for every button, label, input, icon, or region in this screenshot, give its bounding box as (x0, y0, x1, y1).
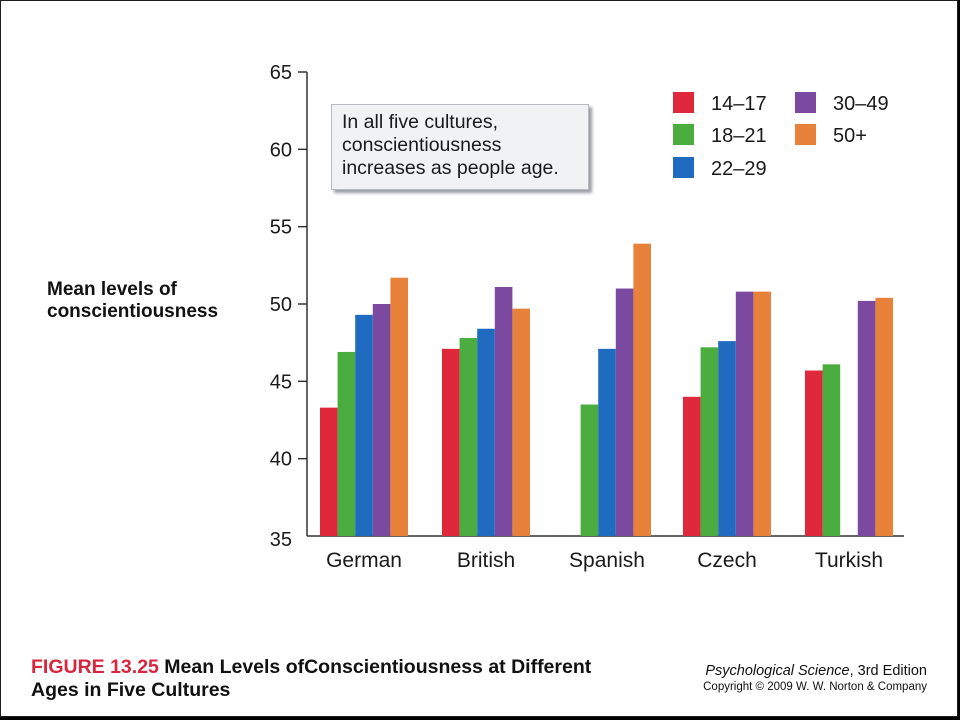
annotation-text: In all five cultures, conscientiousness … (342, 111, 578, 180)
bar-german-2 (337, 351, 356, 536)
legend-swatch (795, 124, 816, 145)
x-tick-label: Turkish (815, 549, 883, 572)
bar-czech-5 (753, 291, 771, 536)
caption-line-2: Ages in Five Cultures (31, 679, 231, 701)
legend: 14–17 18–21 22–29 30–49 50+ (673, 92, 889, 180)
bar-german-5 (390, 277, 408, 536)
x-tick-label: British (457, 549, 515, 572)
legend-swatch (673, 157, 694, 178)
x-tick-label: Spanish (569, 549, 645, 572)
bar-turkish-4 (857, 300, 876, 536)
credit-title: Psychological Science (705, 663, 850, 679)
bar-czech-3 (718, 341, 736, 536)
bar-spanish-4 (615, 288, 634, 536)
y-axis-label: Mean levels of conscientiousness (47, 279, 257, 323)
caption-line-1: FIGURE 13.25 Mean Levels ofConscientious… (31, 656, 671, 679)
bar-german-1 (320, 407, 338, 536)
bar-czech-2 (700, 347, 719, 536)
y-axis-label-line-1: Mean levels of (47, 279, 177, 300)
y-tick-label: 40 (270, 449, 292, 471)
legend-swatch (673, 92, 694, 113)
bar-british-5 (512, 308, 530, 536)
legend-swatch (673, 124, 694, 145)
y-tick-label: 65 (270, 62, 292, 84)
y-axis-label-line-2: conscientiousness (47, 301, 219, 322)
annotation-box: In all five cultures, conscientiousness … (331, 104, 589, 190)
annotation-line-2: conscientiousness (342, 134, 502, 156)
y-tick-label: 60 (270, 139, 292, 161)
bar-spanish-5 (633, 243, 651, 536)
bars: German British Spanish Czech Turkish (320, 243, 893, 572)
legend-label: 18–21 (711, 125, 767, 147)
bar-czech-1 (683, 396, 701, 536)
y-tick-label: 55 (270, 217, 292, 239)
annotation-line-1: In all five cultures, (342, 111, 499, 133)
credit-edition: , 3rd Edition (849, 663, 927, 679)
legend-label: 50+ (833, 125, 867, 147)
bar-german-4 (372, 304, 391, 536)
x-tick-label: Czech (697, 549, 757, 572)
credit-copyright: Copyright © 2009 W. W. Norton & Company (703, 681, 927, 693)
bar-german-3 (355, 314, 373, 536)
figure-caption: FIGURE 13.25 Mean Levels ofConscientious… (31, 656, 671, 702)
bar-british-1 (442, 348, 460, 536)
caption-text-1: Mean Levels ofConscientiousness at Diffe… (158, 656, 592, 678)
legend-label: 30–49 (833, 93, 889, 115)
bar-czech-4 (735, 291, 754, 536)
bar-british-2 (459, 338, 478, 536)
legend-label: 22–29 (711, 158, 767, 180)
annotation-line-3: increases as people age. (342, 157, 559, 179)
y-tick-label: 50 (270, 294, 292, 316)
credit-book: Psychological Science, 3rd Edition (703, 662, 927, 680)
y-tick-label: 35 (270, 529, 292, 551)
bar-turkish-5 (875, 297, 893, 536)
bar-turkish-1 (805, 370, 823, 536)
bar-spanish-2 (580, 404, 599, 536)
figure-label: FIGURE 13.25 (31, 656, 159, 678)
bar-british-3 (477, 328, 495, 536)
x-tick-label: German (326, 549, 402, 572)
legend-label: 14–17 (711, 93, 767, 115)
credit: Psychological Science, 3rd Edition Copyr… (703, 662, 927, 695)
bar-spanish-3 (598, 348, 616, 536)
legend-swatch (795, 92, 816, 113)
bar-british-4 (494, 286, 513, 536)
bar-turkish-2 (822, 364, 841, 536)
y-tick-label: 45 (270, 371, 292, 393)
